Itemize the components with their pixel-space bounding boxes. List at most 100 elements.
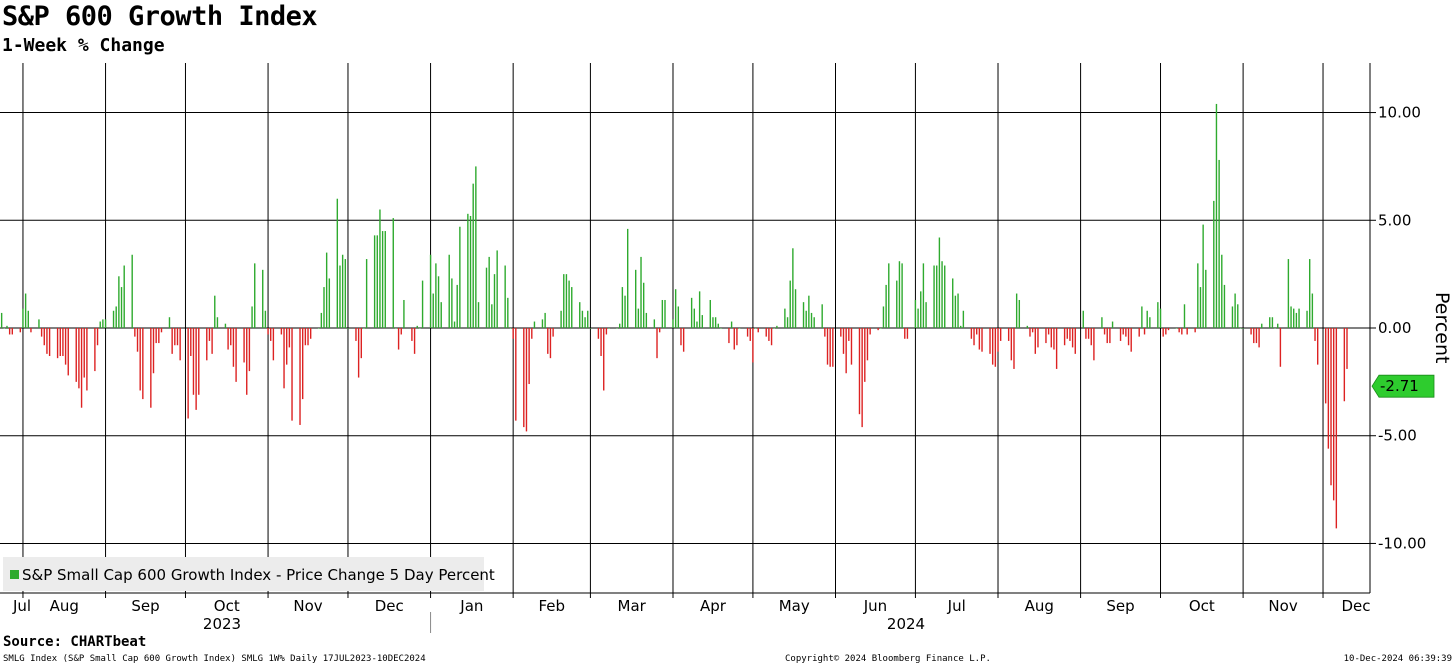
bar — [1215, 103, 1218, 329]
bar — [861, 328, 863, 428]
bar — [877, 328, 879, 331]
bar — [571, 287, 573, 328]
bar — [168, 317, 171, 328]
bar — [451, 278, 453, 328]
bar — [776, 325, 778, 328]
bar — [339, 265, 341, 328]
bar — [0, 312, 3, 328]
bar — [738, 328, 741, 329]
bar — [118, 276, 120, 328]
bar — [640, 256, 642, 328]
bar — [845, 328, 847, 374]
bar — [448, 254, 450, 328]
legend[interactable]: S&P Small Cap 600 Growth Index - Price C… — [3, 557, 495, 591]
bar — [232, 328, 235, 367]
bar — [158, 328, 160, 344]
bar — [509, 328, 512, 329]
bar — [805, 310, 807, 328]
bar — [717, 323, 719, 328]
bar — [30, 328, 32, 333]
bar — [733, 328, 735, 350]
legend-label: S&P Small Cap 600 Growth Index - Price C… — [22, 566, 495, 584]
bar — [1090, 328, 1092, 346]
bar — [1175, 328, 1178, 329]
bar — [115, 306, 117, 328]
bar — [637, 308, 640, 328]
x-tick-label: Dec — [1341, 597, 1370, 615]
bar — [131, 254, 133, 328]
year-label: 2024 — [887, 615, 925, 633]
bar — [1111, 321, 1114, 328]
bar — [765, 328, 767, 337]
bar — [1109, 328, 1111, 344]
bar — [1277, 323, 1279, 328]
bar — [304, 328, 307, 346]
bar — [429, 254, 432, 328]
bar — [736, 328, 738, 346]
bar — [174, 328, 176, 346]
bar — [712, 317, 714, 328]
bar — [379, 209, 381, 328]
bar — [584, 317, 586, 328]
bar — [27, 310, 29, 328]
bar — [794, 289, 797, 328]
bar — [283, 328, 285, 389]
bar — [621, 287, 624, 328]
bar — [850, 328, 853, 365]
bar — [512, 328, 514, 339]
y-tick-label: 5.00 — [1378, 211, 1411, 229]
bar — [453, 321, 456, 328]
bar — [1317, 328, 1319, 365]
x-tick-label: May — [779, 597, 810, 615]
bar — [1181, 328, 1183, 335]
bar — [1237, 304, 1239, 328]
bar — [720, 328, 722, 329]
bar — [789, 280, 791, 328]
bar — [1127, 328, 1130, 346]
bar — [179, 328, 181, 361]
bar — [488, 256, 490, 328]
bar — [1130, 328, 1132, 352]
bar — [1290, 306, 1292, 328]
chart-title: S&P 600 Growth Index — [2, 1, 318, 32]
bar — [1031, 328, 1034, 333]
bar — [901, 263, 903, 328]
timestamp: 10-Dec-2024 06:39:39 — [1343, 654, 1452, 664]
x-tick-label: Sep — [131, 597, 159, 615]
x-tick-label: Oct — [214, 597, 240, 615]
bar — [997, 328, 999, 352]
bar — [1221, 254, 1223, 328]
bar — [922, 263, 925, 328]
bar — [270, 328, 272, 341]
bar — [757, 328, 759, 333]
bar — [544, 312, 546, 328]
bar — [1045, 328, 1047, 344]
bar — [86, 328, 88, 391]
bar — [152, 328, 155, 374]
bar — [142, 328, 144, 400]
bar — [840, 328, 842, 337]
bar — [1010, 328, 1013, 361]
bar — [1234, 293, 1236, 328]
bar — [746, 328, 749, 337]
bar — [208, 328, 211, 341]
bar — [123, 265, 125, 328]
bar — [1271, 317, 1274, 328]
bar — [1122, 328, 1124, 335]
legend-swatch — [10, 570, 19, 579]
bar — [344, 259, 347, 328]
bar — [552, 328, 554, 337]
bar — [645, 312, 648, 328]
bar — [395, 328, 397, 329]
y-tick-label: -10.00 — [1378, 534, 1426, 552]
bar — [211, 328, 213, 354]
x-tick-label: Jul — [947, 597, 966, 615]
bar — [1093, 328, 1095, 361]
bar — [248, 328, 251, 372]
bar — [227, 328, 229, 350]
bar — [365, 259, 368, 328]
bar — [1141, 306, 1143, 328]
bar — [19, 328, 21, 333]
bar — [80, 328, 83, 408]
chart-subtitle: 1-Week % Change — [2, 35, 165, 56]
